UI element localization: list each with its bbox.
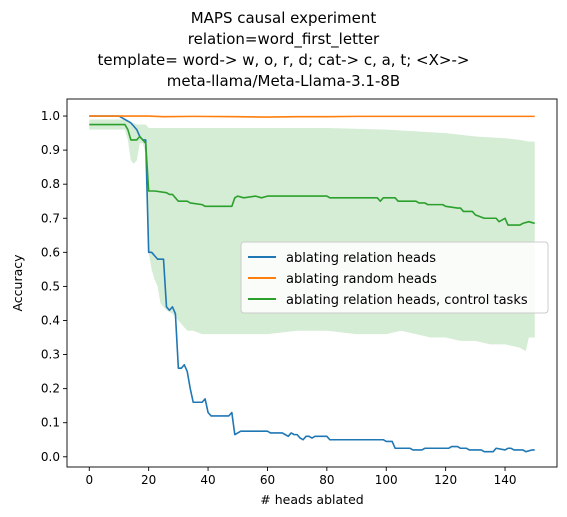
- x-axis-ticks: 0 20 40 60 80 100 120 140: [85, 467, 516, 487]
- legend-label-random-heads: ablating random heads: [286, 272, 437, 287]
- x-tick-label: 120: [434, 473, 457, 487]
- y-tick-label: 0.8: [41, 177, 60, 191]
- x-tick-label: 140: [494, 473, 517, 487]
- x-tick-label: 100: [375, 473, 398, 487]
- legend-label-relation-heads: ablating relation heads: [286, 251, 436, 266]
- y-axis-label: Accuracy: [10, 254, 25, 312]
- y-tick-label: 0.7: [41, 211, 60, 225]
- y-tick-label: 0.9: [41, 143, 60, 157]
- x-tick-label: 80: [319, 473, 334, 487]
- y-axis-ticks: 0.0 0.1 0.2 0.3 0.4 0.5 0.6 0.7 0.8 0.9 1.0: [41, 109, 67, 464]
- legend: ablating relation heads ablating random …: [241, 242, 548, 313]
- x-tick-label: 60: [260, 473, 275, 487]
- y-tick-label: 0.1: [41, 416, 60, 430]
- y-tick-label: 1.0: [41, 109, 60, 123]
- ablating-relation-heads-control-tasks-band: [89, 119, 534, 351]
- y-tick-label: 0.4: [41, 313, 60, 327]
- legend-label-control-tasks: ablating relation heads, control tasks: [286, 293, 528, 308]
- band-layer: [89, 119, 534, 351]
- y-tick-label: 0.2: [41, 382, 60, 396]
- y-tick-label: 0.5: [41, 279, 60, 293]
- y-tick-label: 0.3: [41, 348, 60, 362]
- x-tick-label: 20: [141, 473, 156, 487]
- y-tick-label: 0.6: [41, 245, 60, 259]
- x-tick-label: 40: [200, 473, 215, 487]
- x-tick-label: 0: [85, 473, 93, 487]
- x-axis-label: # heads ablated: [260, 492, 363, 507]
- y-tick-label: 0.0: [41, 450, 60, 464]
- ablating-random-heads-line: [89, 116, 534, 117]
